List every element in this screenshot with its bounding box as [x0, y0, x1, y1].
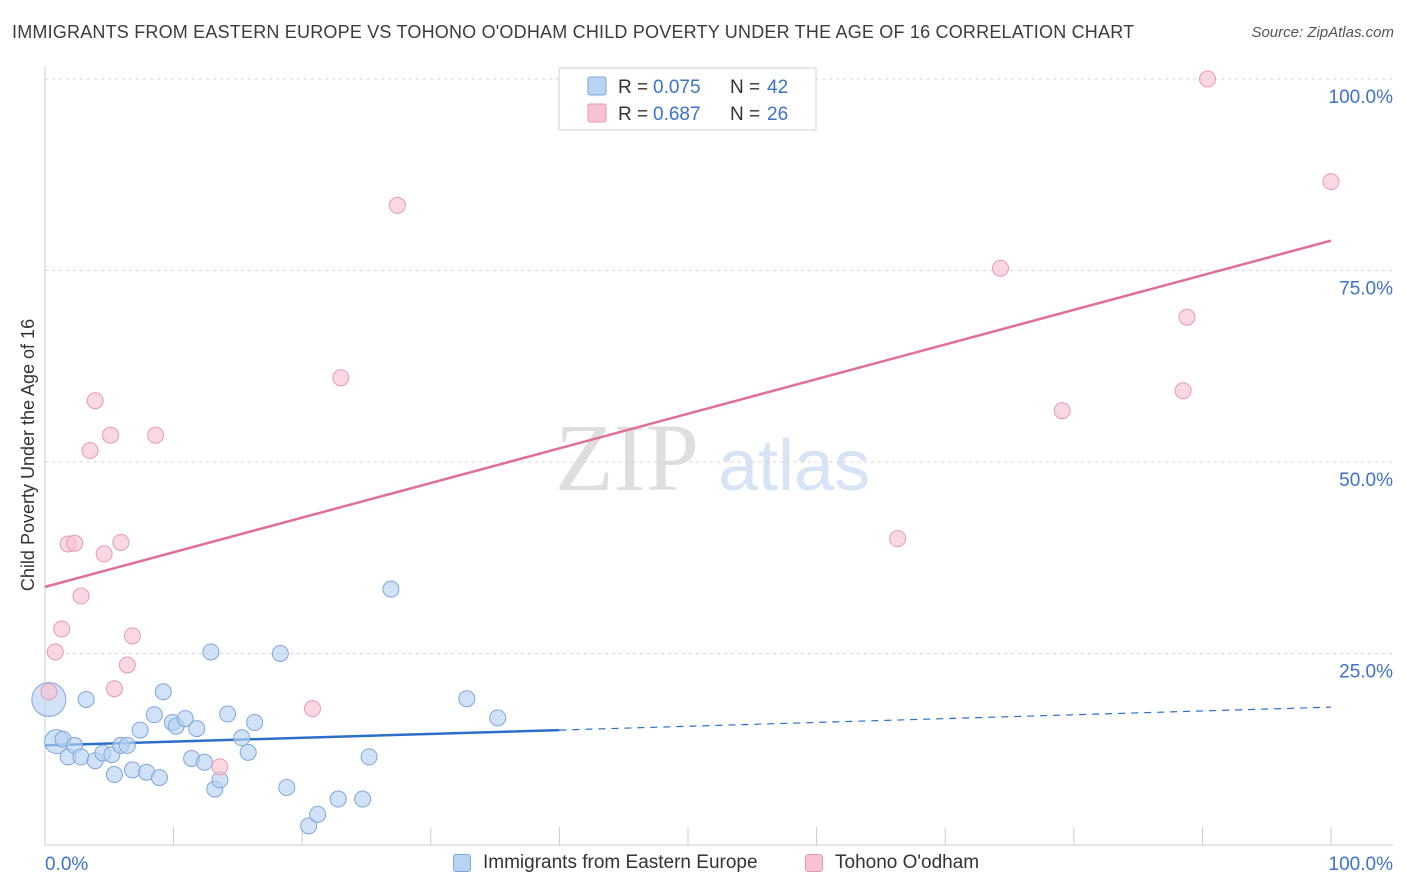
data-point-tohono-oodham	[1199, 70, 1217, 88]
data-point-tohono-oodham	[889, 530, 907, 548]
data-point-eastern-europe	[154, 683, 172, 701]
data-point-tohono-oodham	[211, 758, 229, 776]
watermark-zip: ZIP	[555, 404, 699, 511]
bottom-legend-item-pink: Tohono O'odham	[805, 852, 979, 874]
legend-n-label-pink: N =	[730, 104, 760, 125]
data-point-eastern-europe	[300, 817, 318, 835]
data-point-tohono-oodham	[1174, 382, 1192, 400]
data-point-tohono-oodham	[147, 426, 165, 444]
x-tick-label-end: 100.0%	[1329, 854, 1394, 875]
legend-r-value-pink: 0.687	[653, 104, 701, 125]
data-point-eastern-europe	[150, 769, 168, 787]
y-tick-label: 50.0%	[1339, 470, 1393, 491]
chart-title: IMMIGRANTS FROM EASTERN EUROPE VS TOHONO…	[12, 22, 1135, 42]
data-point-eastern-europe	[188, 720, 206, 738]
data-point-tohono-oodham	[53, 620, 71, 638]
data-point-eastern-europe	[278, 779, 296, 797]
data-point-eastern-europe	[105, 766, 123, 784]
data-point-eastern-europe	[219, 705, 237, 723]
bottom-legend-label-pink: Tohono O'odham	[835, 852, 980, 873]
data-point-tohono-oodham	[66, 534, 84, 552]
trend-line-eastern-europe-extension	[559, 706, 1332, 731]
data-point-eastern-europe	[145, 706, 163, 724]
data-point-eastern-europe	[360, 748, 378, 766]
data-point-eastern-europe	[176, 710, 194, 728]
grid-lines	[45, 78, 1393, 654]
data-point-eastern-europe	[233, 729, 251, 747]
legend-r-value-blue: 0.075	[653, 77, 701, 98]
legend-r-label-pink: R =	[618, 104, 648, 125]
data-point-tohono-oodham	[40, 683, 58, 701]
data-point-tohono-oodham	[1178, 308, 1196, 326]
x-tick-labels: 0.0% 100.0%	[45, 854, 1393, 875]
y-tick-label: 75.0%	[1339, 279, 1393, 300]
trend-line-tohono-oodham	[44, 239, 1332, 589]
data-point-eastern-europe	[202, 643, 220, 661]
legend-r-label-blue: R =	[618, 77, 648, 98]
data-point-eastern-europe	[246, 713, 264, 731]
data-point-tohono-oodham	[303, 700, 321, 718]
legend-swatch-pink	[587, 103, 607, 123]
bottom-legend-swatch-blue	[453, 854, 471, 872]
y-tick-label: 25.0%	[1339, 662, 1393, 683]
data-point-eastern-europe	[239, 743, 257, 761]
bottom-legend: Immigrants from Eastern Europe Tohono O'…	[0, 850, 1406, 880]
watermark-atlas: atlas	[718, 426, 870, 506]
data-point-eastern-europe	[354, 790, 372, 808]
legend-swatch-blue	[587, 76, 607, 96]
legend-n-value-pink: 26	[767, 104, 788, 125]
legend-n-label-blue: N =	[730, 77, 760, 98]
data-point-tohono-oodham	[123, 627, 141, 645]
data-point-eastern-europe	[72, 748, 90, 766]
data-point-eastern-europe	[329, 790, 347, 808]
y-axis-label: Child Poverty Under the Age of 16	[18, 319, 38, 591]
x-tick-label-start: 0.0%	[45, 854, 88, 875]
y-tick-labels: 25.0% 50.0% 75.0% 100.0%	[1329, 87, 1394, 683]
data-point-tohono-oodham	[72, 587, 90, 605]
bottom-legend-swatch-pink	[805, 854, 823, 872]
legend-n-value-blue: 42	[767, 77, 788, 98]
data-point-eastern-europe	[489, 709, 507, 727]
data-point-tohono-oodham	[95, 545, 113, 563]
data-point-tohono-oodham	[388, 196, 406, 214]
data-point-tohono-oodham	[102, 426, 120, 444]
data-point-eastern-europe	[123, 761, 141, 779]
legend-box: R = 0.075 N = 42 R = 0.687 N = 26	[558, 67, 817, 131]
source-credit: Source: ZipAtlas.com	[1251, 24, 1394, 41]
data-point-eastern-europe	[271, 645, 289, 662]
data-points	[31, 70, 1340, 835]
data-point-tohono-oodham	[105, 680, 123, 698]
data-point-eastern-europe	[382, 580, 400, 598]
data-point-eastern-europe	[131, 721, 149, 739]
data-point-tohono-oodham	[1322, 173, 1340, 191]
data-point-tohono-oodham	[112, 533, 130, 551]
y-tick-label: 100.0%	[1329, 87, 1394, 108]
data-point-eastern-europe	[195, 753, 213, 771]
data-point-tohono-oodham	[332, 369, 350, 387]
data-point-eastern-europe	[118, 736, 136, 754]
bottom-legend-item-blue: Immigrants from Eastern Europe	[453, 852, 758, 874]
data-point-tohono-oodham	[991, 259, 1009, 277]
data-point-tohono-oodham	[86, 392, 104, 410]
data-point-eastern-europe	[77, 690, 95, 708]
data-point-tohono-oodham	[1053, 402, 1071, 420]
data-point-tohono-oodham	[81, 442, 99, 460]
data-point-tohono-oodham	[46, 643, 64, 661]
data-point-tohono-oodham	[118, 656, 136, 674]
data-point-eastern-europe	[458, 690, 476, 708]
bottom-legend-label-blue: Immigrants from Eastern Europe	[483, 852, 758, 873]
data-point-eastern-europe	[309, 805, 327, 823]
